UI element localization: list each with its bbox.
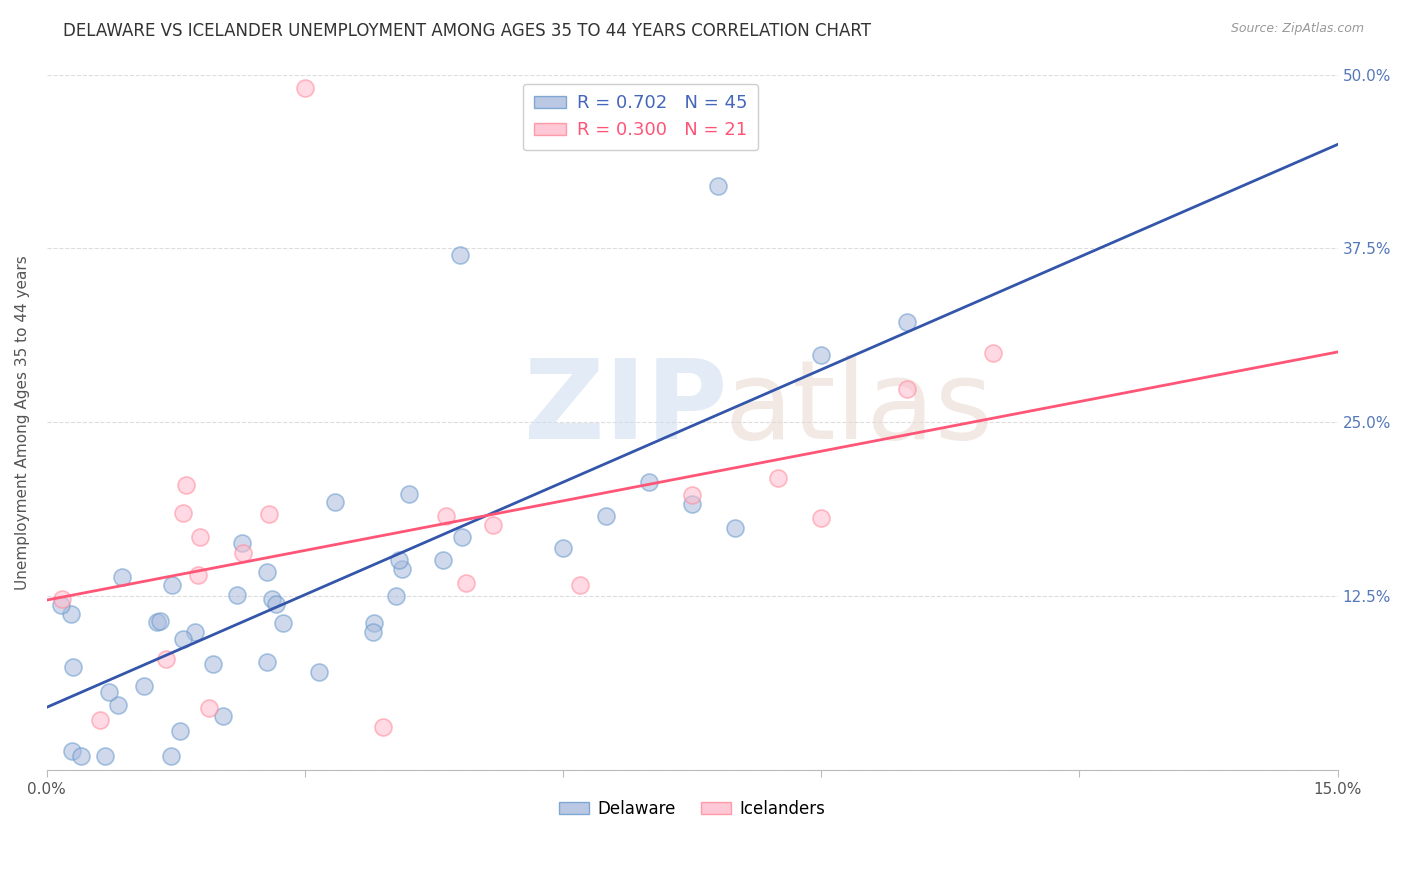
Point — [385, 590, 408, 604]
Point — [174, 478, 197, 492]
Point — [707, 178, 730, 193]
Point — [111, 570, 134, 584]
Point — [212, 709, 235, 723]
Point — [766, 471, 789, 485]
Point — [202, 657, 225, 672]
Point — [551, 541, 574, 555]
Point — [371, 721, 394, 735]
Point — [259, 507, 281, 521]
Point — [983, 345, 1005, 359]
Point — [363, 616, 385, 631]
Point — [231, 536, 253, 550]
Point — [454, 576, 477, 591]
Text: ZIP: ZIP — [524, 355, 728, 462]
Point — [256, 656, 278, 670]
Point — [107, 698, 129, 713]
Point — [172, 506, 194, 520]
Point — [896, 382, 918, 396]
Point — [482, 517, 505, 532]
Point — [149, 614, 172, 628]
Text: atlas: atlas — [724, 355, 993, 462]
Point — [198, 701, 221, 715]
Point — [146, 615, 169, 629]
Point — [434, 509, 457, 524]
Text: Source: ZipAtlas.com: Source: ZipAtlas.com — [1230, 22, 1364, 36]
Point — [681, 497, 703, 511]
Point — [256, 566, 278, 580]
Point — [681, 488, 703, 502]
Point — [810, 348, 832, 362]
Point — [155, 652, 177, 666]
Point — [190, 530, 212, 544]
Point — [387, 553, 409, 567]
Point — [260, 592, 283, 607]
Point — [70, 749, 93, 764]
Point — [184, 625, 207, 640]
Point — [89, 713, 111, 727]
Point — [94, 749, 117, 764]
Point — [51, 591, 73, 606]
Point — [49, 598, 72, 612]
Point — [724, 521, 747, 535]
Text: DELAWARE VS ICELANDER UNEMPLOYMENT AMONG AGES 35 TO 44 YEARS CORRELATION CHART: DELAWARE VS ICELANDER UNEMPLOYMENT AMONG… — [63, 22, 872, 40]
Point — [169, 723, 191, 738]
Point — [160, 749, 183, 764]
Point — [132, 679, 155, 693]
Point — [187, 568, 209, 582]
Point — [810, 511, 832, 525]
Point — [294, 81, 316, 95]
Point — [398, 487, 420, 501]
Point — [595, 509, 617, 524]
Point — [323, 495, 346, 509]
Point — [569, 578, 592, 592]
Point — [232, 546, 254, 560]
Point — [308, 665, 330, 679]
Point — [172, 632, 194, 646]
Point — [225, 588, 247, 602]
Point — [160, 577, 183, 591]
Point — [361, 624, 384, 639]
Point — [60, 744, 83, 758]
Point — [638, 475, 661, 489]
Point — [451, 531, 474, 545]
Point — [59, 607, 82, 622]
Point — [97, 685, 120, 699]
Point — [271, 615, 294, 630]
Legend: Delaware, Icelanders: Delaware, Icelanders — [553, 793, 832, 824]
Point — [62, 659, 84, 673]
Point — [432, 552, 454, 566]
Point — [449, 248, 471, 262]
Point — [391, 562, 413, 576]
Y-axis label: Unemployment Among Ages 35 to 44 years: Unemployment Among Ages 35 to 44 years — [15, 255, 30, 590]
Point — [896, 315, 918, 329]
Point — [264, 597, 287, 611]
